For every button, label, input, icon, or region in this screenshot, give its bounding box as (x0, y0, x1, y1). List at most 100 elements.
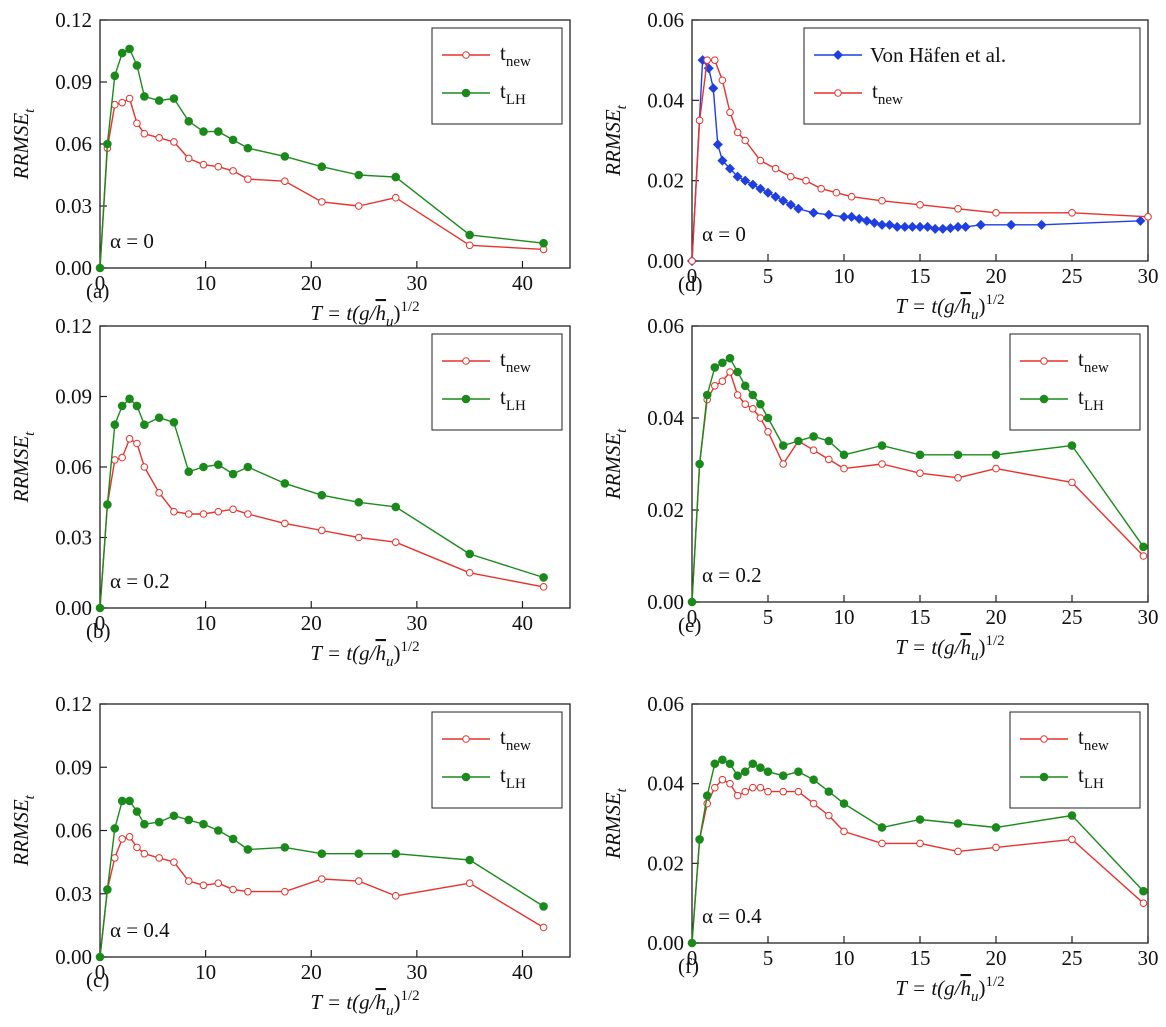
x-axis-label-sub: u (386, 654, 394, 670)
point (718, 755, 727, 765)
point (391, 172, 401, 182)
point (118, 835, 126, 843)
point (809, 446, 818, 455)
y-tick-label: 0.02 (647, 169, 684, 193)
point (717, 155, 728, 166)
x-tick-label: 25 (1062, 946, 1083, 970)
point (391, 538, 400, 547)
y-tick-label: 0.00 (647, 931, 684, 955)
point (725, 759, 735, 769)
panel-label: (d) (678, 272, 703, 296)
point (465, 879, 474, 888)
point (1139, 886, 1148, 896)
point (214, 507, 223, 516)
x-tick-label: 10 (834, 264, 855, 288)
point (1068, 478, 1076, 487)
x-axis-label-part: h (960, 976, 971, 1000)
series-line (691, 779, 1144, 944)
legend-label-main: t (500, 79, 506, 103)
point (140, 849, 149, 858)
point (170, 507, 178, 516)
legend-label-sub: new (506, 360, 531, 376)
point (770, 191, 781, 202)
x-axis-label: T = t(g/hu)1/2 (310, 299, 419, 330)
y-tick-label: 0.12 (55, 692, 92, 716)
point (733, 771, 742, 781)
point (1139, 552, 1148, 560)
point (839, 450, 849, 460)
legend-label: tnew (500, 725, 531, 754)
point (702, 791, 712, 800)
point (95, 952, 105, 962)
point (825, 811, 833, 820)
point (228, 469, 238, 479)
x-tick-label: 10 (834, 605, 855, 629)
panel-label: (c) (86, 968, 109, 992)
point (748, 759, 758, 769)
point (953, 819, 963, 828)
annotation: α = 0.4 (702, 904, 762, 928)
point (726, 108, 734, 117)
point (778, 771, 788, 781)
point (184, 154, 193, 163)
legend-label-sub: LH (1084, 398, 1104, 414)
point (756, 783, 765, 792)
point (244, 175, 252, 183)
point (793, 203, 804, 214)
point (155, 854, 163, 862)
x-axis-label-sub: u (971, 307, 979, 323)
point (125, 796, 134, 806)
point (809, 799, 818, 808)
y-tick-label: 0.03 (55, 882, 92, 906)
point (878, 196, 886, 205)
x-tick-label: 30 (406, 611, 427, 635)
point (992, 209, 1000, 217)
legend-label-sub: new (1084, 738, 1109, 754)
point (695, 835, 704, 844)
y-tick-label: 0.04 (647, 88, 684, 112)
legend-label-main: t (1078, 763, 1084, 787)
point (110, 824, 120, 833)
legend-marker (1039, 394, 1049, 404)
point (755, 183, 766, 194)
y-axis-label-sub: t (22, 794, 38, 799)
x-axis-label: T = t(g/hu)1/2 (310, 639, 419, 670)
x-tick-label: 30 (1138, 605, 1159, 629)
point (1068, 209, 1076, 217)
point (756, 414, 765, 422)
x-tick-label: 20 (986, 264, 1007, 288)
point (975, 219, 986, 230)
y-axis-label-sub: t (614, 787, 630, 792)
point (687, 938, 697, 948)
legend-label-main: t (1078, 725, 1084, 749)
point (465, 230, 474, 240)
y-tick-label: 0.06 (55, 819, 92, 843)
point (354, 202, 363, 210)
point (884, 219, 895, 230)
y-tick-label: 0.00 (55, 596, 92, 620)
point (725, 353, 735, 363)
point (184, 815, 194, 825)
point (794, 787, 803, 796)
annotation: α = 0 (702, 222, 746, 246)
x-axis-label-part: T = t(g/ (895, 294, 962, 318)
point (991, 823, 1001, 832)
x-axis-label-sup: 1/2 (985, 974, 1004, 990)
x-axis-label-part: ) (393, 641, 400, 665)
x-axis-label-sup: 1/2 (400, 299, 419, 315)
x-axis-label-sub: u (971, 989, 979, 1005)
point (794, 767, 803, 777)
point (945, 223, 956, 234)
x-tick-label: 15 (910, 946, 931, 970)
x-axis-label-sup: 1/2 (985, 633, 1004, 649)
point (824, 787, 834, 796)
y-tick-label: 0.06 (55, 132, 92, 156)
x-axis-label-part: ) (393, 301, 400, 325)
point (103, 500, 112, 509)
point (95, 263, 105, 273)
x-tick-label: 0 (687, 605, 698, 629)
point (125, 44, 134, 54)
